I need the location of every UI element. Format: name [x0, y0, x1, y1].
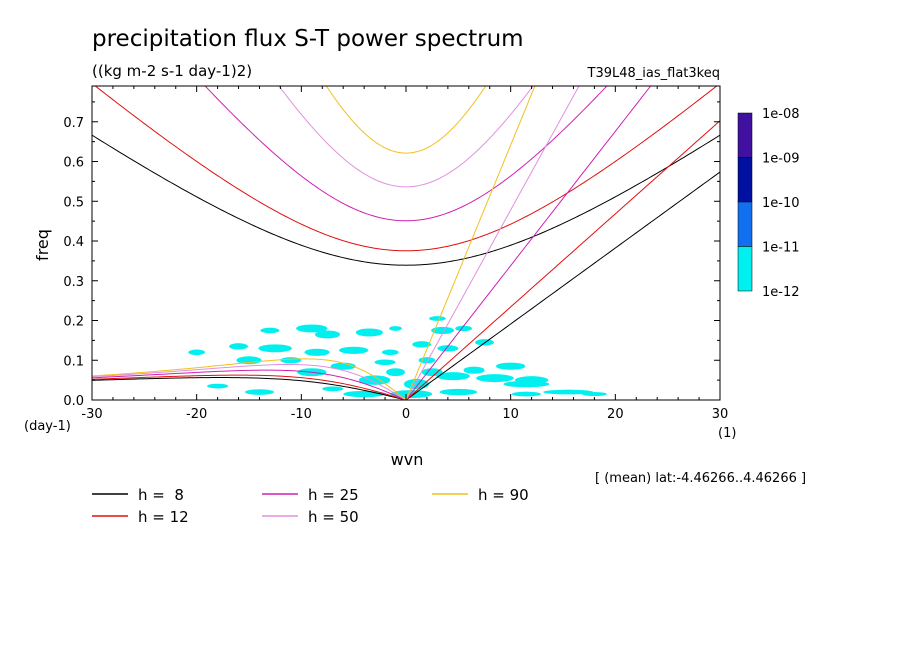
gravity-curve	[278, 86, 534, 188]
y-tick-label: 0.3	[63, 275, 84, 290]
x-axis-label: wvn	[391, 450, 424, 469]
x-axis-unit: (1)	[718, 426, 736, 441]
dispersion-curves	[92, 86, 720, 400]
kelvin-curve	[405, 171, 720, 400]
power-blob	[296, 324, 328, 333]
x-tick-label: 30	[712, 407, 729, 422]
colorbar-segment	[737, 201, 753, 247]
gravity-curve	[325, 86, 487, 154]
colorbar-label: 1e-10	[762, 196, 800, 211]
colorbar-segment	[737, 112, 753, 158]
power-blob	[314, 330, 341, 339]
colorbar-label: 1e-08	[762, 107, 800, 122]
power-blob	[381, 349, 399, 356]
power-blob	[463, 366, 485, 374]
gravity-curve	[94, 86, 718, 252]
y-tick-label: 0.4	[63, 235, 84, 250]
rossby-curve	[92, 374, 407, 400]
x-tick-label: -20	[186, 407, 207, 422]
legend-label: h = 12	[138, 508, 189, 526]
legend-label: h = 25	[308, 486, 359, 504]
x-tick-label: 20	[607, 407, 624, 422]
gravity-curve	[92, 134, 720, 266]
x-tick-label: 0	[402, 407, 410, 422]
legend-label: h = 8	[138, 486, 184, 504]
colorbar-label: 1e-09	[762, 152, 800, 167]
y-tick-label: 0.0	[63, 394, 84, 409]
power-blob	[421, 368, 443, 377]
power-blob	[431, 326, 455, 335]
legend-label: h = 50	[308, 508, 359, 526]
power-blob	[386, 368, 405, 377]
power-blob	[355, 328, 383, 337]
power-blob	[244, 389, 275, 395]
power-shading	[188, 316, 607, 399]
power-blob	[280, 357, 302, 364]
power-blob	[439, 388, 478, 396]
power-blob	[455, 325, 472, 332]
power-blob	[229, 343, 248, 350]
power-blob	[374, 359, 396, 366]
power-blob	[403, 378, 430, 390]
kelvin-curve	[405, 86, 580, 400]
power-blob	[207, 383, 229, 389]
rossby-curve	[92, 358, 407, 400]
power-blob	[330, 362, 356, 370]
power-blob	[503, 380, 550, 388]
colorbar-segment	[737, 157, 753, 203]
y-tick-label: 0.1	[63, 354, 84, 369]
y-tick-label: 0.5	[63, 195, 84, 210]
power-blob	[436, 372, 470, 381]
power-blob	[437, 345, 459, 352]
power-blob	[322, 386, 344, 392]
kelvin-curve	[405, 86, 536, 400]
y-tick-label: 0.2	[63, 315, 84, 330]
colorbar-label: 1e-12	[762, 285, 800, 300]
power-blob	[412, 341, 432, 348]
chart-title: precipitation flux S-T power spectrum	[92, 26, 524, 52]
power-blob	[543, 389, 594, 395]
power-blob	[581, 392, 607, 397]
power-blob	[260, 327, 280, 334]
power-blob	[358, 375, 391, 385]
power-blob	[475, 339, 494, 346]
x-tick-label: -10	[291, 407, 312, 422]
power-blob	[496, 362, 526, 370]
chart-subtitle: ((kg m-2 s-1 day-1)2)	[92, 62, 252, 80]
y-axis-unit: (day-1)	[24, 419, 71, 434]
latitude-note: [ (mean) lat:-4.46266..4.46266 ]	[595, 471, 806, 486]
colorbar: 1e-08 1e-09 1e-10 1e-11 1e-12	[737, 107, 800, 300]
legend-label: h = 90	[478, 486, 529, 504]
gravity-curve	[204, 86, 608, 222]
power-blob	[389, 326, 402, 331]
legend: h = 8 h = 12 h = 25 h = 50 h = 90	[92, 486, 529, 526]
power-blob	[476, 374, 514, 383]
run-label: T39L48_ias_flat3keq	[587, 66, 720, 81]
kelvin-curve	[405, 120, 720, 400]
y-axis-label: freq	[33, 229, 52, 261]
y-tick-label: 0.7	[63, 116, 84, 131]
y-tick-label: 0.6	[63, 156, 84, 171]
power-blob	[511, 391, 542, 397]
kelvin-curve	[405, 86, 652, 400]
rossby-curve	[92, 369, 407, 400]
colorbar-segment	[737, 246, 753, 292]
rossby-curve	[92, 377, 407, 400]
power-blob	[339, 346, 369, 354]
power-blob	[258, 344, 292, 353]
plot-frame	[91, 85, 721, 401]
rossby-curve	[92, 363, 407, 400]
x-tick-label: 10	[502, 407, 519, 422]
power-blob	[188, 349, 206, 356]
power-blob	[304, 348, 330, 356]
power-blob	[429, 316, 446, 321]
colorbar-label: 1e-11	[762, 241, 800, 256]
axes: -30 -20 -10 0 10 20 30 0.0 0.1 0.2 0.3 0.4 0.5 0.6 0.7	[63, 85, 729, 422]
x-tick-label: -30	[81, 407, 102, 422]
